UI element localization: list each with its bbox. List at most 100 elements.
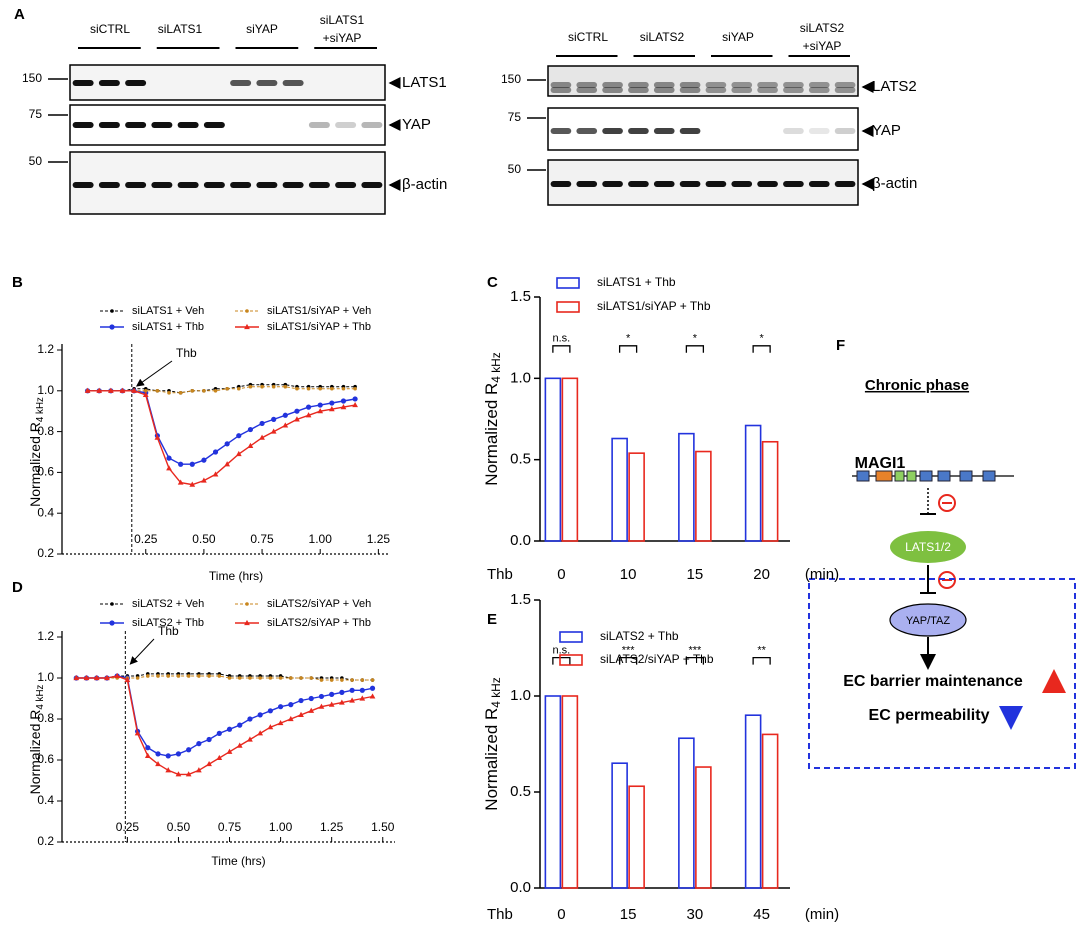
mw-marker: 150 — [501, 72, 521, 86]
bar — [761, 733, 779, 889]
band — [679, 128, 701, 134]
data-point — [271, 416, 277, 422]
data-point — [226, 726, 233, 732]
blot-membrane — [69, 104, 386, 146]
band — [203, 122, 225, 128]
x-tick-label: 0.50 — [192, 532, 216, 546]
mw-marker: 50 — [29, 154, 43, 168]
band — [705, 181, 727, 187]
series-line — [87, 384, 356, 394]
data-point — [135, 676, 140, 680]
data-point — [165, 767, 172, 773]
significance-bracket — [552, 345, 571, 353]
outcome-label: EC permeability — [869, 707, 990, 724]
y-axis-label-sub: 4 kHz — [489, 677, 503, 707]
band — [98, 122, 120, 128]
band — [808, 82, 830, 88]
lane-group-label: +siYAP — [803, 39, 842, 53]
lane-group-label: siLATS2 — [800, 21, 845, 35]
legend-swatch — [559, 654, 583, 666]
data-point — [247, 736, 253, 742]
data-point — [107, 387, 114, 393]
data-point — [212, 471, 219, 477]
bar — [544, 377, 562, 542]
diagram: F Chronic phase MAGI1 LATS1/2 YAP/TAZ EC… — [808, 337, 1076, 769]
data-point — [156, 674, 160, 678]
event-label: Thb — [158, 624, 179, 638]
mw-marker: 75 — [29, 107, 43, 121]
band — [576, 128, 598, 134]
data-point — [131, 387, 137, 393]
protein-label: β-actin — [402, 176, 447, 193]
data-point — [201, 457, 207, 463]
significance-label: ** — [757, 645, 766, 657]
y-axis-label-main: Normalized R — [27, 710, 43, 795]
legend-label: siLATS2 + Thb — [132, 617, 204, 629]
x-tick-label: 0.50 — [167, 820, 191, 834]
bar — [695, 450, 712, 542]
data-point — [206, 760, 212, 767]
y-tick-label: 1.0 — [37, 383, 54, 397]
band — [576, 87, 598, 93]
y-tick-label: 0.8 — [37, 711, 54, 725]
x-tick-label: 1.50 — [371, 820, 395, 834]
data-point — [277, 719, 284, 726]
data-point — [196, 767, 202, 773]
data-point — [317, 402, 323, 408]
protein-label: LATS1 — [402, 74, 447, 91]
data-point — [145, 745, 151, 751]
significance-label: n.s. — [553, 333, 571, 345]
bar — [628, 785, 645, 889]
x-tick-label: 1.25 — [367, 532, 391, 546]
data-point — [165, 753, 171, 759]
band — [72, 122, 94, 128]
mw-marker: 75 — [508, 110, 522, 124]
legend-label: siLATS2/siYAP + Veh — [267, 598, 371, 610]
data-point — [294, 416, 300, 422]
y-tick-label: 0.2 — [37, 834, 54, 848]
legend-label: siLATS2/siYAP + Thb — [600, 652, 714, 666]
data-point — [330, 386, 334, 391]
y-tick-label: 1.5 — [510, 288, 531, 305]
data-point — [202, 389, 206, 393]
series-line — [76, 675, 373, 776]
data-point — [186, 747, 192, 753]
data-point — [259, 420, 265, 427]
data-point — [175, 751, 182, 757]
band — [72, 80, 94, 86]
y-axis-label-main: Normalized R — [482, 708, 501, 811]
data-point — [247, 442, 254, 448]
lane-group-label: siCTRL — [90, 22, 130, 36]
data-point — [360, 678, 365, 682]
band — [256, 80, 278, 86]
band — [628, 82, 649, 88]
data-point — [349, 697, 355, 703]
band — [705, 87, 727, 93]
band — [125, 122, 147, 128]
data-point — [237, 722, 243, 728]
data-point — [224, 441, 230, 447]
band — [834, 82, 856, 88]
blot-membrane — [547, 65, 859, 97]
band — [98, 80, 120, 86]
band — [282, 182, 304, 188]
band — [731, 82, 753, 88]
data-point — [282, 412, 288, 418]
data-point — [268, 676, 273, 680]
band — [361, 122, 383, 128]
event-label: Thb — [176, 346, 197, 360]
x-tick-label: 20 — [753, 566, 770, 583]
panel-letter: D — [12, 579, 23, 596]
band — [783, 82, 804, 88]
data-point — [294, 408, 300, 414]
data-point — [270, 428, 277, 434]
y-tick-label: 0.4 — [37, 505, 54, 519]
y-axis-label: Normalized R4 kHz — [27, 397, 46, 507]
inhibit-sign — [938, 494, 956, 512]
data-point — [189, 481, 196, 487]
band — [308, 122, 330, 128]
event-arrow — [129, 638, 155, 665]
band — [808, 87, 830, 93]
data-point — [341, 386, 346, 391]
y-axis-label-main: Normalized R — [482, 383, 501, 486]
